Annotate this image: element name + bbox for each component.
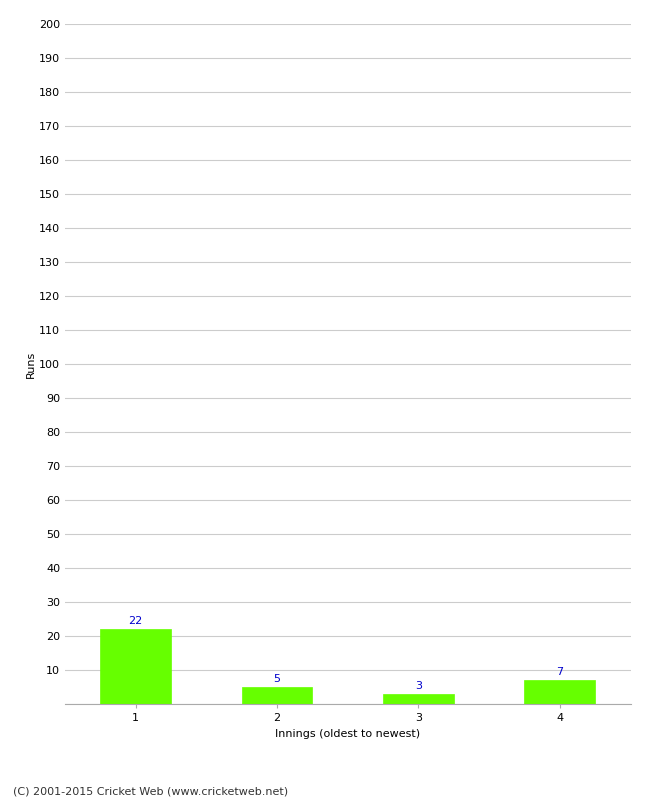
Text: (C) 2001-2015 Cricket Web (www.cricketweb.net): (C) 2001-2015 Cricket Web (www.cricketwe… <box>13 786 288 796</box>
Bar <box>242 687 313 704</box>
Bar <box>525 680 595 704</box>
Y-axis label: Runs: Runs <box>26 350 36 378</box>
Text: 7: 7 <box>556 667 564 678</box>
Bar <box>383 694 454 704</box>
Text: 5: 5 <box>274 674 281 684</box>
Text: 3: 3 <box>415 681 422 691</box>
X-axis label: Innings (oldest to newest): Innings (oldest to newest) <box>275 729 421 738</box>
Bar <box>100 629 171 704</box>
Text: 22: 22 <box>129 617 143 626</box>
